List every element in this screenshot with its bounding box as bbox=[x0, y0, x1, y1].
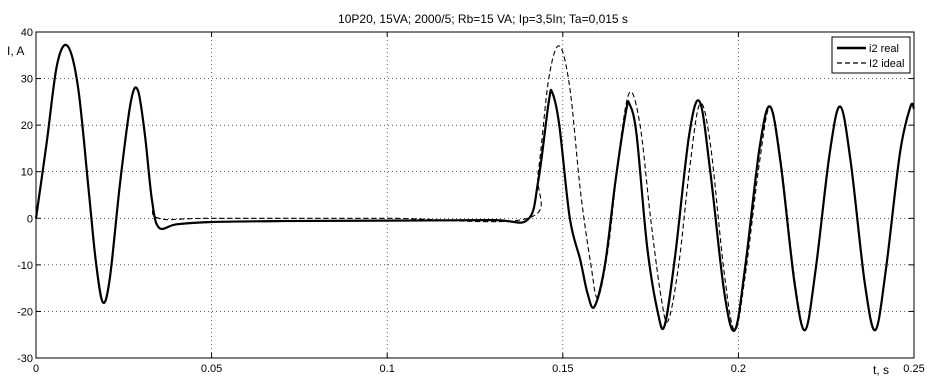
series-line-i2-ideal bbox=[35, 44, 915, 331]
grid-lines bbox=[36, 32, 914, 358]
y-axis-label: I, A bbox=[7, 44, 24, 58]
y-tick-label: 0 bbox=[27, 213, 33, 225]
axis-ticks bbox=[35, 31, 915, 359]
y-tick-label: -20 bbox=[17, 306, 33, 318]
y-tick-label: 10 bbox=[21, 167, 33, 179]
legend-label-i2-real: i2 real bbox=[869, 43, 899, 55]
y-tick-label: -30 bbox=[17, 353, 33, 365]
series-layer bbox=[34, 43, 916, 332]
series-line-i2-real bbox=[34, 43, 916, 332]
x-tick-label: 0.1 bbox=[380, 363, 395, 375]
y-tick-labels: -30 -20 -10 0 10 20 30 40 bbox=[17, 27, 33, 365]
x-tick-label: 0 bbox=[33, 363, 39, 375]
legend: i2 real I2 ideal bbox=[831, 36, 911, 74]
legend-box bbox=[831, 36, 911, 74]
plot-area-frame bbox=[35, 31, 915, 359]
legend-label-i2-ideal: I2 ideal bbox=[869, 58, 904, 70]
x-tick-label: 0.25 bbox=[903, 363, 924, 375]
chart-title: 10P20, 15VA; 2000/5; Rb=15 VA; Ip=3,5In;… bbox=[338, 12, 628, 26]
y-tick-label: 20 bbox=[21, 120, 33, 132]
y-tick-label: 40 bbox=[21, 27, 33, 39]
y-tick-label: 30 bbox=[21, 74, 33, 86]
x-tick-label: 0.05 bbox=[201, 363, 222, 375]
x-tick-label: 0.15 bbox=[552, 363, 573, 375]
x-axis-label: t, s bbox=[873, 363, 889, 376]
x-tick-labels: 0 0.05 0.1 0.15 0.2 0.25 bbox=[33, 363, 925, 375]
y-tick-label: -10 bbox=[17, 260, 33, 272]
x-tick-label: 0.2 bbox=[731, 363, 746, 375]
